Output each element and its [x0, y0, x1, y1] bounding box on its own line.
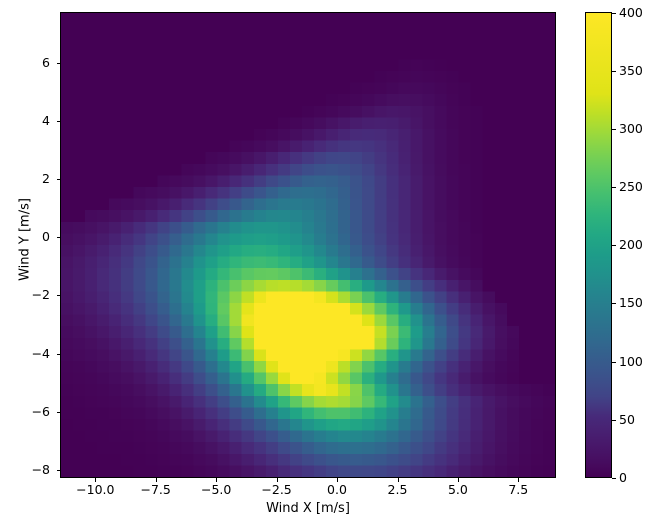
- ytick-mark-1: [56, 121, 60, 122]
- ytick-label-0: 6: [42, 54, 50, 70]
- colorbar-tick-label-6: 100: [619, 353, 643, 369]
- xtick-mark-2: [216, 478, 218, 482]
- xtick-mark-6: [457, 478, 459, 482]
- ytick-label-1: 4: [42, 113, 50, 128]
- colorbar-tick-mark-7: [612, 419, 616, 421]
- xtick-mark-1: [155, 478, 157, 482]
- ytick-mark-3: [56, 237, 60, 239]
- ytick-label-7: −8: [31, 461, 50, 477]
- xtick-label-6: 5.0: [447, 482, 468, 497]
- ytick-mark-6: [56, 411, 60, 413]
- colorbar-tick-mark-3: [612, 187, 616, 189]
- colorbar-tick-label-3: 250: [619, 179, 643, 195]
- colorbar-tick-mark-8: [612, 477, 616, 479]
- xtick-label-5: 2.5: [387, 482, 408, 497]
- xtick-label-2: −5.0: [201, 482, 232, 497]
- colorbar-tick-mark-1: [612, 70, 616, 72]
- ytick-mark-4: [56, 295, 60, 297]
- colorbar-tick-mark-5: [612, 303, 616, 305]
- xtick-label-7: 7.5: [508, 482, 529, 497]
- ytick-label-4: −2: [31, 287, 50, 303]
- heatmap-image: [61, 13, 555, 477]
- ytick-mark-5: [56, 353, 60, 355]
- colorbar-tick-label-2: 300: [619, 120, 643, 136]
- ytick-label-3: 0: [42, 229, 50, 245]
- xtick-label-0: −10.0: [76, 482, 115, 497]
- xtick-mark-3: [276, 478, 278, 482]
- colorbar-tick-mark-0: [612, 12, 616, 14]
- ytick-mark-0: [56, 62, 60, 64]
- colorbar-tick-label-1: 350: [619, 62, 643, 78]
- ytick-mark-7: [56, 469, 60, 471]
- colorbar[interactable]: [585, 12, 612, 478]
- xtick-mark-5: [397, 478, 399, 482]
- colorbar-gradient: [585, 12, 612, 478]
- colorbar-tick-label-7: 50: [619, 411, 635, 427]
- heatmap-axes[interactable]: [60, 12, 556, 478]
- xtick-label-3: −2.5: [261, 482, 292, 497]
- ytick-label-2: 2: [42, 171, 50, 187]
- xtick-mark-7: [518, 478, 520, 482]
- xtick-mark-4: [337, 478, 338, 482]
- xtick-mark-0: [95, 478, 97, 482]
- x-axis-label: Wind X [m/s]: [266, 501, 350, 516]
- xtick-label-1: −7.5: [140, 482, 171, 497]
- xtick-label-4: 0.0: [327, 482, 347, 497]
- y-axis-label: Wind Y [m/s]: [17, 198, 33, 281]
- ytick-label-5: −4: [31, 345, 50, 361]
- colorbar-tick-mark-6: [612, 361, 616, 363]
- colorbar-tick-label-5: 150: [619, 295, 643, 311]
- colorbar-tick-mark-4: [612, 245, 616, 247]
- colorbar-tick-mark-2: [612, 128, 616, 130]
- ytick-mark-2: [56, 179, 60, 181]
- ytick-label-6: −6: [31, 403, 50, 419]
- colorbar-tick-label-8: 0: [619, 469, 627, 485]
- colorbar-tick-label-0: 400: [619, 4, 643, 20]
- colorbar-tick-label-4: 200: [619, 237, 643, 253]
